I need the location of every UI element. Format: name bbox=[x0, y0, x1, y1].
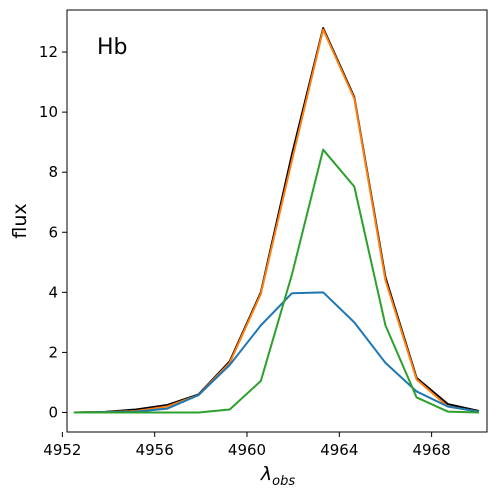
series-layer bbox=[73, 27, 480, 414]
series-line-1 bbox=[73, 27, 480, 414]
x-tick-label: 4964 bbox=[320, 441, 358, 459]
y-tick-label: 8 bbox=[48, 163, 58, 181]
y-tick-label: 4 bbox=[48, 283, 58, 301]
x-tick-label: 4960 bbox=[228, 441, 266, 459]
y-tick-label: 12 bbox=[39, 43, 58, 61]
x-tick-label: 4968 bbox=[413, 441, 451, 459]
y-tick-label: 0 bbox=[48, 403, 58, 421]
chart-title: Hb bbox=[97, 35, 128, 60]
x-tick-label: 4952 bbox=[43, 441, 81, 459]
x-axis-label: λobs bbox=[260, 463, 295, 489]
y-axis-label: flux bbox=[9, 203, 31, 238]
tick-layer: 4952 4956 4960 4964 4968 0 2 4 6 8 10 12 bbox=[39, 43, 451, 459]
series-line-4 bbox=[73, 148, 479, 414]
plot-frame bbox=[66, 9, 488, 433]
x-tick-label: 4956 bbox=[136, 441, 174, 459]
x-axis-label-subscript: obs bbox=[272, 474, 295, 489]
y-tick-label: 2 bbox=[48, 343, 58, 361]
series-line-3 bbox=[73, 291, 480, 414]
y-tick-label: 10 bbox=[39, 103, 58, 121]
x-axis-label-main: λ bbox=[260, 463, 272, 485]
y-tick-label: 6 bbox=[48, 223, 58, 241]
